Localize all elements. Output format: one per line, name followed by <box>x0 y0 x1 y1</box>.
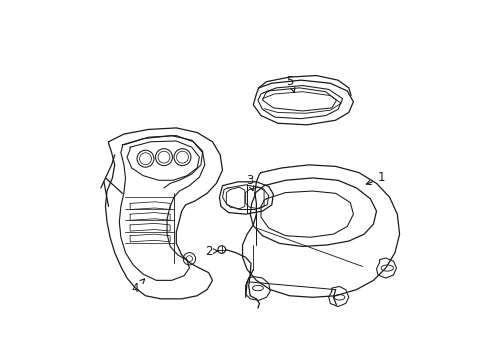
Text: 4: 4 <box>131 279 144 294</box>
Text: 2: 2 <box>204 244 218 258</box>
Text: 1: 1 <box>366 171 385 185</box>
Text: 3: 3 <box>245 174 253 191</box>
Text: 5: 5 <box>286 75 294 92</box>
